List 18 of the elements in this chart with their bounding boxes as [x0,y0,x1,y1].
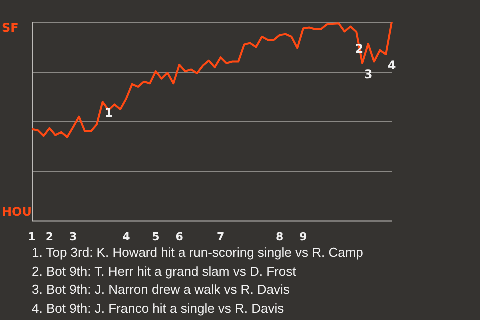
x-tick-label: 9 [300,230,308,244]
x-tick-label: 2 [46,230,54,244]
text: 3. Bot 9th: J. Narron drew a walk vs R. Davis [32,281,291,299]
x-tick-label: 6 [176,230,184,244]
text: 2. Bot 9th: T. Herr hit a grand slam vs D. Frost [32,262,298,281]
annotation: 1 [104,106,113,120]
annotation: HOU [2,204,32,219]
x-tick-label: 5 [152,230,160,244]
annotation: 3 [364,67,373,82]
x-tick-label: 8 [276,230,284,244]
text: 1. Top 3rd: K. Howard hit a run-scoring single vs R. Camp [32,244,364,262]
x-tick-label: 3 [69,230,78,244]
x-tick-label: 4 [122,230,131,244]
text: 4. Bot 9th: J. Franco hit a single vs R. Davis [32,300,286,318]
text: SF [2,21,19,36]
annotation: 4 [388,58,396,73]
x-tick-label: 7 [217,230,225,244]
x-tick-label: 1 [28,230,36,244]
